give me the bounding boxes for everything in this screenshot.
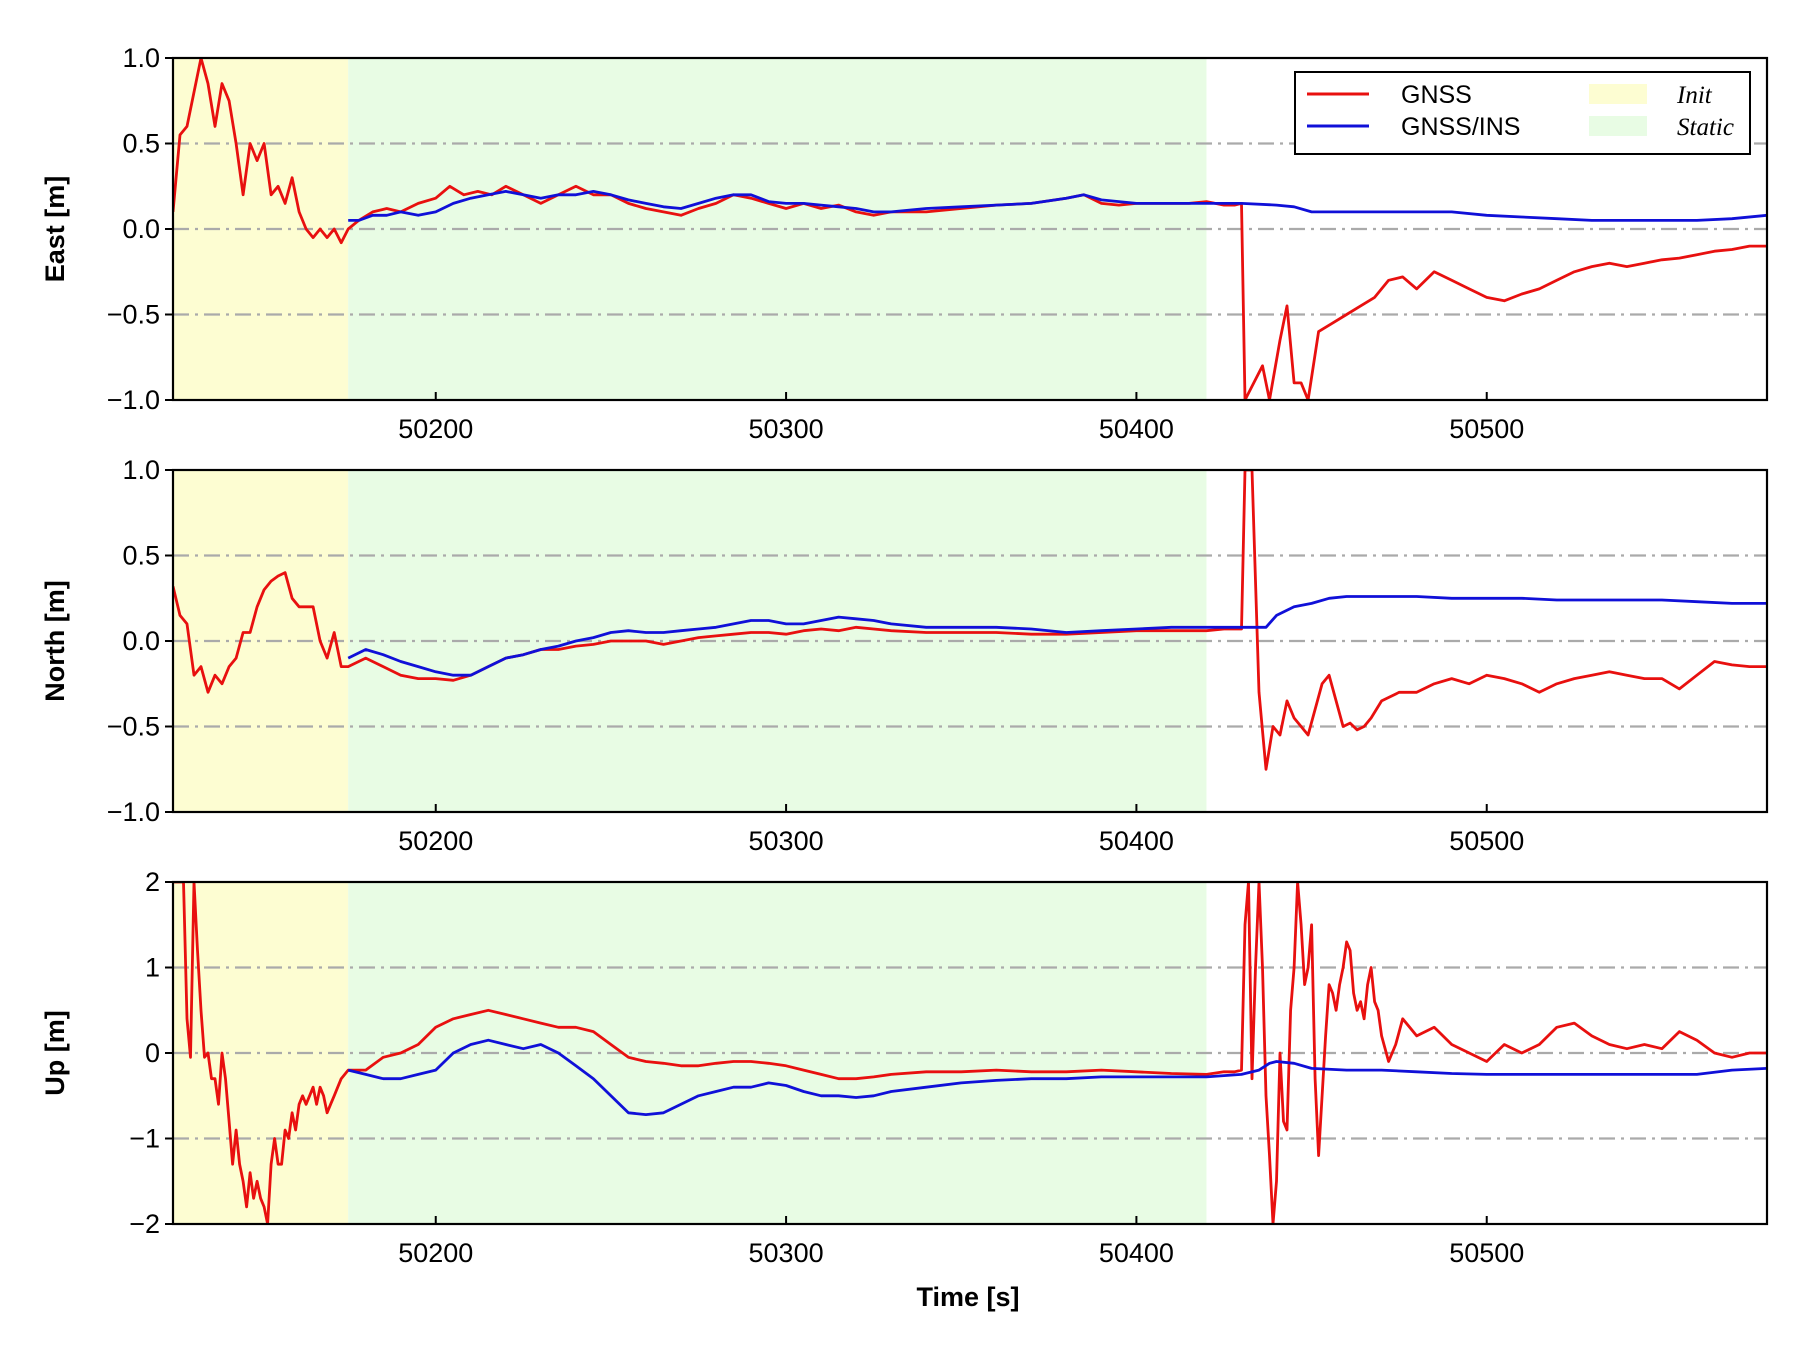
- y-axis-title: East [m]: [40, 176, 70, 283]
- y-tick-label: −1.0: [107, 385, 160, 415]
- y-tick-label: −0.5: [107, 300, 160, 330]
- x-tick-label: 50500: [1449, 826, 1524, 856]
- y-tick-label: 0.5: [122, 129, 160, 159]
- x-axis-title: Time [s]: [916, 1282, 1019, 1312]
- x-tick-label: 50300: [749, 414, 824, 444]
- y-tick-label: 0.0: [122, 626, 160, 656]
- legend-gnss-label: GNSS: [1401, 81, 1472, 109]
- region-init: [173, 882, 349, 1224]
- x-tick-label: 50400: [1099, 1238, 1174, 1268]
- y-tick-label: 1.0: [122, 455, 160, 485]
- x-tick-label: 50300: [749, 826, 824, 856]
- y-tick-label: −1.0: [107, 797, 160, 827]
- x-tick-label: 50500: [1449, 414, 1524, 444]
- legend-gnss-ins-label: GNSS/INS: [1401, 113, 1520, 141]
- y-tick-label: −1: [129, 1124, 160, 1154]
- panel-3: −2 −1 0 1 2 50200 50300 50400 50500 Up [m]: [40, 867, 1769, 1268]
- legend-init-swatch: [1589, 84, 1647, 104]
- x-tick-label: 50200: [398, 826, 473, 856]
- x-tick-label: 50200: [398, 414, 473, 444]
- x-tick-label: 50200: [398, 1238, 473, 1268]
- legend-static-label: Static: [1677, 114, 1734, 141]
- chart-panels: −1.0 −0.5 0.0 0.5 1.0 50200 50300 50400 50500 Eas…: [40, 43, 1769, 1268]
- y-tick-label: 0.5: [122, 541, 160, 571]
- y-tick-label: 0: [145, 1038, 160, 1068]
- y-tick-label: −0.5: [107, 712, 160, 742]
- legend-init-label: Init: [1676, 82, 1713, 109]
- series-gnss-ins-line: [347, 595, 1767, 677]
- y-tick-label: 1.0: [122, 43, 160, 73]
- panel-1: −1.0 −0.5 0.0 0.5 1.0 50200 50300 50400 50500 Eas…: [40, 43, 1769, 444]
- legend-frame: [1294, 71, 1751, 155]
- y-tick-label: 0.0: [122, 214, 160, 244]
- series-gnss-line: [173, 882, 1767, 1224]
- y-axis-title: Up [m]: [40, 1010, 70, 1095]
- x-tick-label: 50400: [1099, 826, 1174, 856]
- series-gnss-ins-line: [348, 190, 1767, 222]
- y-tick-label: 2: [145, 867, 160, 897]
- x-tick-label: 50300: [749, 1238, 824, 1268]
- legend: GNSS GNSS/INS Init Static: [1294, 71, 1751, 155]
- legend-static-swatch: [1589, 116, 1647, 136]
- series-gnss-line: [173, 470, 1767, 771]
- x-tick-label: 50500: [1449, 1238, 1524, 1268]
- y-axis-title: North [m]: [40, 580, 70, 701]
- y-tick-label: 1: [145, 953, 160, 983]
- series-gnss-ins-line: [347, 1038, 1767, 1116]
- panel-2: −1.0 −0.5 0.0 0.5 1.0 50200 50300 50400 50500 Nor…: [40, 455, 1769, 856]
- y-tick-label: −2: [129, 1209, 160, 1239]
- x-tick-label: 50400: [1099, 414, 1174, 444]
- series-gnss-line: [173, 58, 1767, 400]
